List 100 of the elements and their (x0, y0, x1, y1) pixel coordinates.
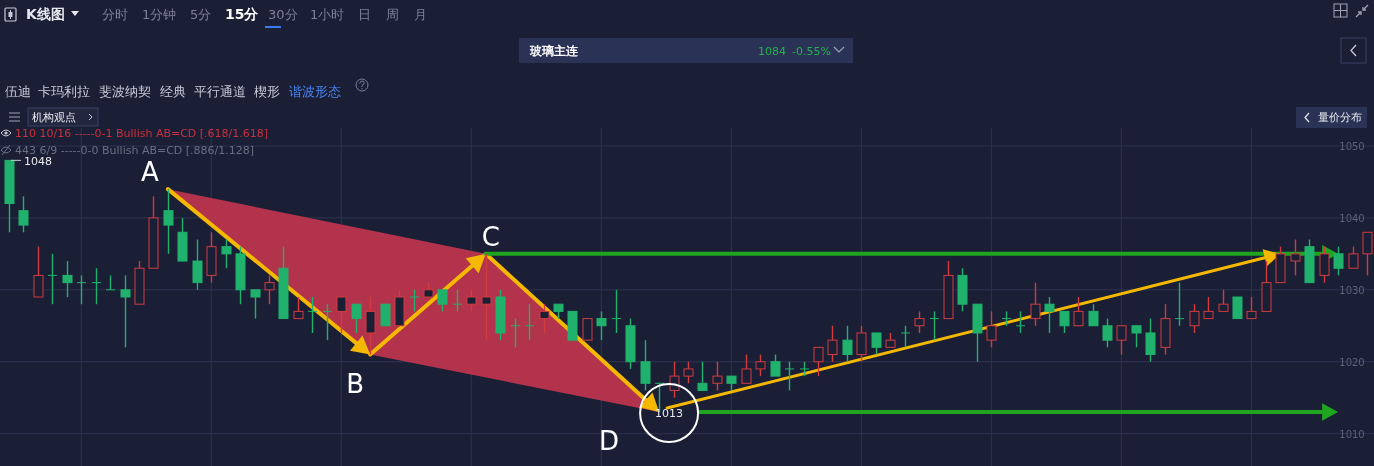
candlestick (1073, 296, 1084, 327)
candlestick (250, 289, 261, 320)
candlestick (1232, 296, 1243, 320)
candlestick (192, 238, 203, 291)
annotation: C (481, 221, 500, 252)
annotation: B (346, 368, 365, 399)
candlestick (120, 274, 131, 349)
text: 经典 (160, 84, 186, 99)
text: 日 (358, 7, 371, 22)
candlestick (1102, 317, 1113, 349)
candlestick (582, 317, 593, 341)
text: 15分 (225, 6, 260, 22)
text: 1分钟 (142, 7, 177, 22)
candlestick (813, 346, 824, 377)
text: 1084 (758, 45, 786, 58)
candlestick (1116, 325, 1127, 356)
candlestick (351, 303, 362, 334)
candlestick (293, 296, 304, 320)
candlestick (697, 361, 708, 392)
text: 分时 (102, 7, 128, 22)
candlestick (47, 253, 58, 305)
candlestick (539, 303, 550, 334)
candlestick (1319, 245, 1330, 284)
candlestick (1290, 238, 1301, 277)
candlestick (365, 296, 376, 356)
y-tick-label: 1040 (1339, 212, 1365, 224)
annotation: 1013 (655, 407, 684, 421)
annotation: 443 6/9 -----0-0 Bullish AB=CD [.886/1.128] (15, 144, 255, 157)
candlestick (784, 361, 795, 392)
candlestick (1145, 317, 1156, 363)
annotation: 110 10/16 -----0-1 Bullish AB=CD [.618/1.618] (15, 127, 269, 140)
candlestick (307, 296, 318, 334)
candlestick (1246, 296, 1257, 320)
candlestick (409, 289, 420, 313)
text: 机构观点 (32, 111, 76, 124)
candlestick (1088, 303, 1099, 327)
candlestick (986, 310, 997, 349)
y-tick-label: 1020 (1339, 356, 1365, 368)
candlestick (452, 289, 463, 313)
text: 谐波形态 (289, 84, 341, 99)
y-tick-label: 1010 (1339, 428, 1365, 440)
chart-title: 玻璃主连 (529, 44, 579, 58)
candlestick (1015, 310, 1026, 334)
text: 1小时 (310, 7, 345, 22)
text: 斐波纳契 (99, 84, 151, 99)
text: 5分 (190, 7, 212, 22)
text: 平行通道 (194, 84, 246, 99)
text: 周 (386, 7, 399, 22)
candlestick (481, 253, 492, 341)
candlestick (33, 245, 44, 298)
candlestick (510, 317, 521, 349)
text: 月 (414, 7, 427, 22)
candlestick (1333, 245, 1344, 277)
candlestick (466, 289, 477, 313)
candlestick (741, 353, 752, 384)
candlestick (596, 310, 607, 341)
candlestick (827, 325, 838, 363)
annotation: D (599, 426, 620, 457)
candlestick (1131, 325, 1142, 349)
text: 伍迪 (5, 84, 31, 99)
candlestick (76, 274, 87, 305)
candlestick (1203, 296, 1214, 320)
candlestick (380, 303, 391, 327)
annotation: 1048 (24, 155, 52, 169)
candlestick (611, 289, 622, 334)
candlestick (91, 267, 102, 305)
candlestick (1030, 281, 1041, 327)
candlestick (336, 296, 347, 334)
candlestick (524, 303, 535, 341)
candlestick (322, 303, 333, 341)
candlestick (842, 325, 853, 363)
candlestick (929, 310, 940, 341)
candlestick (163, 188, 174, 255)
candlestick (770, 353, 781, 377)
candlestick (437, 289, 448, 313)
candlestick (221, 238, 232, 269)
text: 量价分布 (1318, 111, 1362, 124)
candlestick (712, 361, 723, 392)
candlestick (1174, 281, 1185, 327)
text: 卡玛利拉 (38, 84, 90, 99)
candlestick (1348, 245, 1359, 269)
candlestick (1189, 303, 1200, 334)
y-tick-label: 1050 (1339, 140, 1365, 152)
candlestick (900, 325, 911, 349)
candlestick (683, 361, 694, 384)
annotation: A (141, 157, 160, 188)
text: 楔形 (254, 84, 280, 99)
candlestick (755, 353, 766, 377)
candlestick (914, 310, 925, 334)
text: -0.55% (792, 45, 831, 58)
candlestick (1218, 289, 1229, 313)
candlestick (640, 339, 651, 392)
candlestick (18, 195, 29, 233)
candlestick (669, 361, 680, 399)
text: K线图 (26, 6, 65, 22)
candlestick (1044, 296, 1055, 334)
candlestick (62, 260, 73, 298)
candlestick (871, 332, 882, 356)
y-tick-label: 1030 (1339, 284, 1365, 296)
candlestick (264, 274, 275, 305)
